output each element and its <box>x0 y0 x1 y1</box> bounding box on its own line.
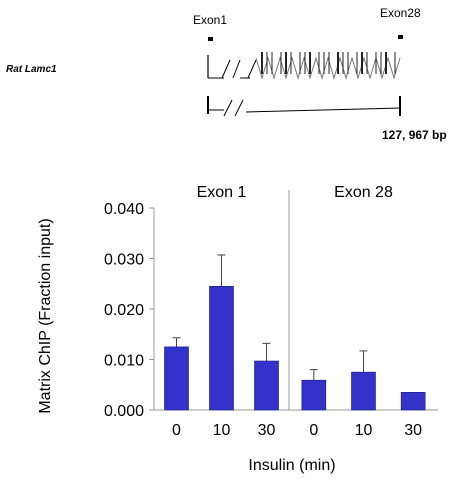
x-tick-label: 30 <box>404 422 422 439</box>
y-tick-label: 0.000 <box>104 403 144 420</box>
x-tick-label: 0 <box>172 422 181 439</box>
x-tick-label: 10 <box>355 422 373 439</box>
x-tick-label: 30 <box>258 422 276 439</box>
exon-structure <box>255 52 401 80</box>
bars <box>164 285 426 411</box>
exon-start-label: Exon1 <box>193 13 227 27</box>
bar-chart: Matrix ChIP (Fraction input) Insulin (mi… <box>37 184 438 474</box>
gene-structure <box>207 52 401 80</box>
x-tick-label: 0 <box>309 422 318 439</box>
exon-start-marker <box>208 37 213 41</box>
x-tick-label: 10 <box>213 422 231 439</box>
genomic-span <box>207 96 401 117</box>
bar <box>400 392 426 411</box>
bar <box>301 379 327 411</box>
error-bars <box>172 254 368 381</box>
panel-titles: Exon 1 Exon 28 <box>197 184 393 201</box>
y-tick: 0.020 <box>104 302 154 319</box>
panel-title: Exon 28 <box>334 184 393 201</box>
bar <box>164 346 189 411</box>
x-axis-label: Insulin (min) <box>248 457 335 474</box>
error-bar <box>172 337 181 347</box>
length-label: 127, 967 bp <box>382 128 447 142</box>
y-tick-label: 0.040 <box>104 201 144 218</box>
error-bar <box>359 350 368 373</box>
error-bar <box>309 369 318 381</box>
x-ticks: 0 10 30 0 10 30 <box>172 422 422 439</box>
gene-map: Exon1 Exon28 Rat Lamc1 127, 967 bp <box>6 6 447 142</box>
y-tick: 0.040 <box>104 201 154 218</box>
bar <box>209 285 234 411</box>
exon-end-label: Exon28 <box>380 6 421 20</box>
error-bar <box>217 254 226 287</box>
y-tick: 0.000 <box>104 403 154 420</box>
bar <box>254 360 279 411</box>
gene-label: Rat Lamc1 <box>6 64 57 75</box>
y-tick: 0.010 <box>104 353 154 370</box>
y-ticks: 0.000 0.010 0.020 0.030 0.040 <box>104 201 154 420</box>
y-tick-label: 0.030 <box>104 252 144 269</box>
bar <box>351 371 376 411</box>
y-tick: 0.030 <box>104 252 154 269</box>
error-bar <box>262 342 271 362</box>
y-tick-label: 0.010 <box>104 353 144 370</box>
exon-end-marker <box>398 35 403 39</box>
panel-title: Exon 1 <box>197 184 247 201</box>
y-axis-label: Matrix ChIP (Fraction input) <box>37 218 54 413</box>
y-tick-label: 0.020 <box>104 302 144 319</box>
